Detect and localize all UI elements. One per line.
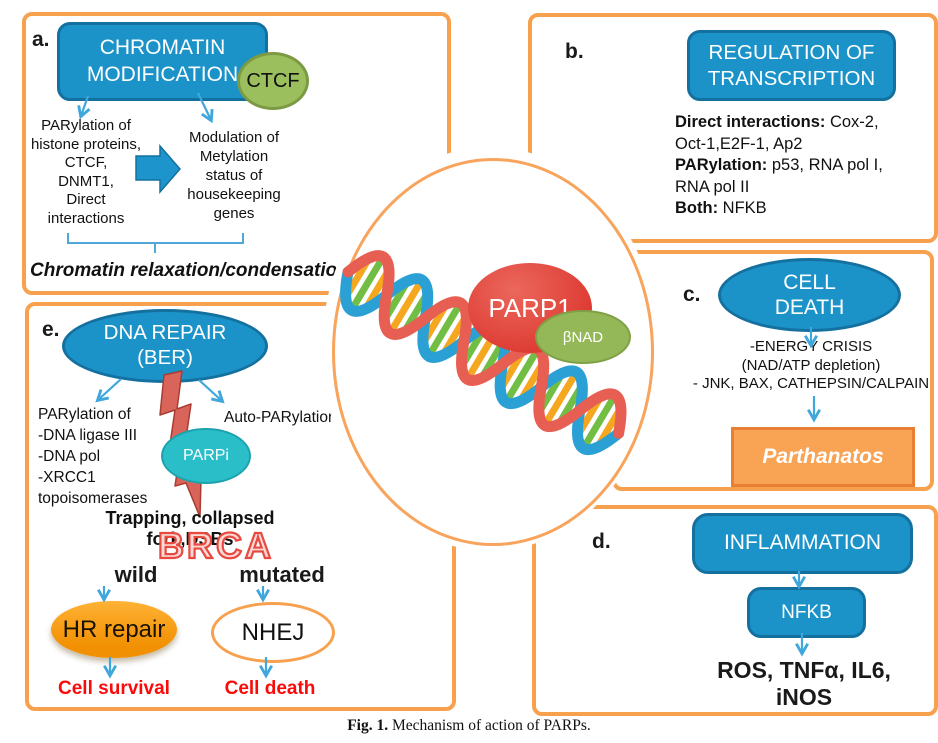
cell-death-mechanisms-text: -ENERGY CRISIS (NAD/ATP depletion) - JNK… xyxy=(692,338,930,392)
hr-repair-ellipse: HR repair xyxy=(51,601,177,658)
auto-parylation-text: Auto-PARylation xyxy=(224,409,337,426)
regulation-transcription-box: REGULATION OF TRANSCRIPTION xyxy=(687,30,896,101)
figure-caption: Fig. 1. Mechanism of action of PARPs. xyxy=(347,717,591,734)
helix-rungs-orange xyxy=(345,259,622,447)
parthanatos-box: Parthanatos xyxy=(731,427,915,487)
parpi-ellipse: PARPi xyxy=(161,428,251,484)
inflammation-outputs-text: ROS, TNFα, IL6, iNOS xyxy=(717,657,891,710)
panel-e-dna-repair: e. DNA REPAIR (BER) PARylation of -DNA l… xyxy=(25,302,456,711)
caption-figure-number: Fig. 1. xyxy=(347,717,389,734)
chromatin-modification-box: CHROMATIN MODIFICATION xyxy=(57,22,268,101)
panel-a-chromatin-modification: a. CHROMATIN MODIFICATION CTCF PARylatio… xyxy=(22,12,451,295)
cell-death-ellipse: CELL DEATH xyxy=(718,258,901,332)
panel-b-label: b. xyxy=(565,40,584,63)
panel-a-label: a. xyxy=(32,28,50,51)
panel-e-label: e. xyxy=(42,318,60,341)
ctcf-ellipse: CTCF xyxy=(237,52,309,110)
modulation-methylation-text: Modulation of Metylation status of house… xyxy=(187,129,281,222)
mutated-label: mutated xyxy=(239,562,325,587)
bnad-ellipse: βNAD xyxy=(535,310,631,364)
cell-survival-text: Cell survival xyxy=(58,678,170,699)
wild-label: wild xyxy=(114,562,158,587)
parylation-targets-text: PARylation of -DNA ligase III -DNA pol -… xyxy=(38,406,148,507)
chromatin-relaxation-text: Chromatin relaxation/condensation xyxy=(30,260,349,281)
dna-helix-graphic xyxy=(340,250,627,456)
trapping-text: Trapping, collapsed fork,DSBs xyxy=(105,508,275,549)
parylation-histone-text: PARylation of histone proteins, CTCF, DN… xyxy=(30,117,142,227)
panel-d-label: d. xyxy=(592,530,611,553)
both-label: Both: xyxy=(675,199,719,217)
panel-c-label: c. xyxy=(683,283,701,306)
nfkb-box: NFKB xyxy=(747,587,866,638)
brca-text: BRCA xyxy=(157,524,274,567)
transcription-targets-text: Direct interactions: Cox-2, Oct-1,E2F-1,… xyxy=(675,113,883,217)
panel-b-regulation-transcription: b. REGULATION OF TRANSCRIPTION Direct in… xyxy=(528,13,938,243)
nhej-ellipse: NHEJ xyxy=(211,602,335,663)
panel-d-inflammation: d. INFLAMMATION NFKB ROS, TNFα, IL6, iNO… xyxy=(532,505,938,716)
cell-death-text: Cell death xyxy=(224,678,316,699)
helix-strand-red xyxy=(342,250,627,439)
helix-rungs-green xyxy=(350,258,616,448)
parylation-label: PARylation: xyxy=(675,156,768,174)
inflammation-box: INFLAMMATION xyxy=(692,513,913,574)
direct-interactions-label: Direct interactions: xyxy=(675,113,826,131)
